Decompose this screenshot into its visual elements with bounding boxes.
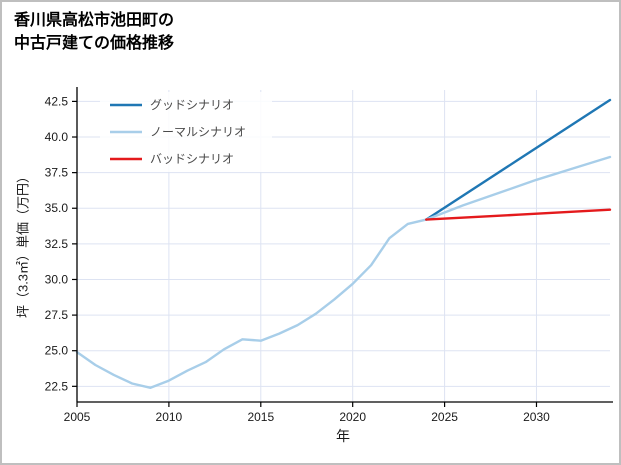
x-tick-label: 2005 (64, 410, 91, 424)
chart-title-line1: 香川県高松市池田町の (14, 12, 175, 29)
series-line-2 (425, 208, 612, 221)
y-tick-label: 42.5 (45, 94, 69, 108)
y-tick-label: 37.5 (45, 166, 69, 180)
x-tick-label: 2015 (247, 410, 274, 424)
x-axis-label: 年 (336, 428, 350, 444)
y-tick-label: 27.5 (45, 308, 69, 322)
x-tick-label: 2025 (431, 410, 458, 424)
y-tick-label: 30.0 (45, 272, 69, 286)
y-tick-label: 22.5 (45, 379, 69, 393)
chart-title: 香川県高松市池田町の 中古戸建ての価格推移 (14, 9, 174, 55)
y-tick-label: 32.5 (45, 237, 69, 251)
y-tick-label: 35.0 (45, 201, 69, 215)
y-tick-label: 25.0 (45, 344, 69, 358)
chart-title-line2: 中古戸建ての価格推移 (14, 35, 175, 53)
x-tick-label: 2030 (523, 410, 550, 424)
series-line-1 (75, 155, 612, 389)
legend-label-2: バッドシナリオ (150, 152, 234, 166)
legend-label-0: グッドシナリオ (150, 98, 234, 112)
series-line-0 (425, 98, 612, 221)
x-tick-label: 2020 (339, 410, 366, 424)
legend-label-1: ノーマルシナリオ (150, 125, 246, 139)
y-tick-label: 40.0 (45, 130, 69, 144)
x-tick-label: 2010 (156, 410, 183, 424)
